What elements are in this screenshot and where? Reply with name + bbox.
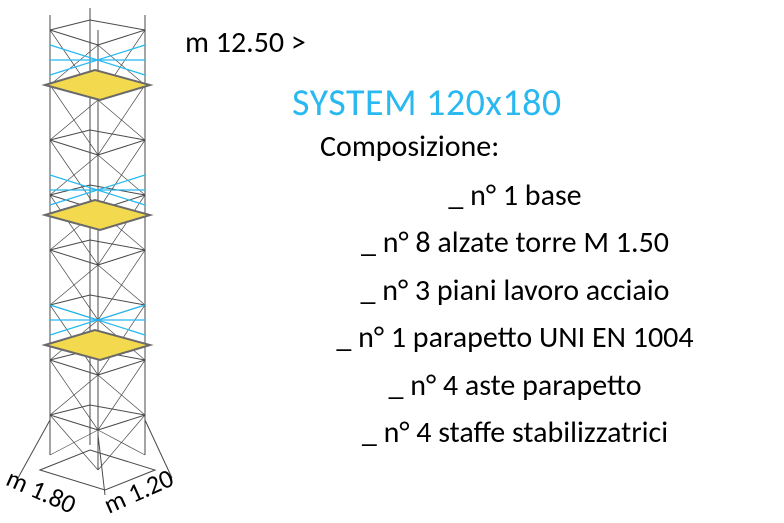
system-title: SYSTEM 120x180 [292,80,562,126]
composition-list: _ n° 1 base _ n° 8 alzate torre M 1.50 _… [250,172,780,456]
list-item: _ n° 4 staffe stabilizzatrici [250,409,780,456]
scaffold-tower-diagram [10,0,180,510]
tower-svg [10,0,180,510]
list-item: _ n° 4 aste parapetto [250,362,780,409]
list-item: _ n° 3 piani lavoro acciaio [250,267,780,314]
list-item: _ n° 1 base [250,172,780,219]
list-item: _ n° 8 alzate torre M 1.50 [250,219,780,266]
list-item: _ n° 1 parapetto UNI EN 1004 [250,314,780,361]
height-label: m 12.50 > [185,24,306,61]
composition-heading: Composizione: [320,128,499,165]
